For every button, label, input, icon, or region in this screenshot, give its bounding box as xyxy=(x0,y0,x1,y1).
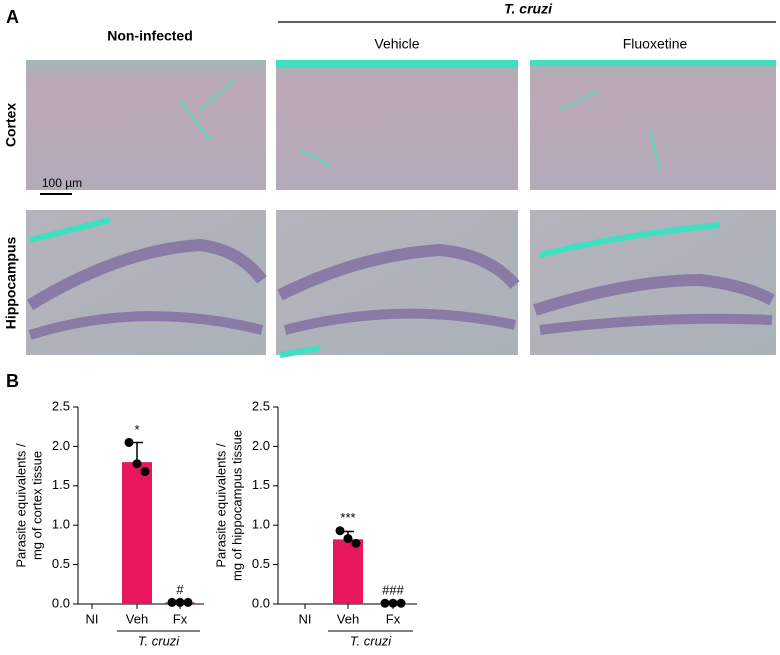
x-tick-label: Veh xyxy=(337,611,359,626)
y-axis-label: mg of cortex tissue xyxy=(29,451,44,560)
data-point xyxy=(380,598,390,608)
x-tick-label: Veh xyxy=(126,611,148,626)
bar xyxy=(333,539,363,604)
data-point xyxy=(132,459,142,469)
y-tick-label: 2.0 xyxy=(52,438,70,453)
group-label: T. cruzi xyxy=(138,633,181,648)
vessel xyxy=(29,217,721,358)
y-tick-label: 2.5 xyxy=(252,398,270,413)
dentate-gyrus xyxy=(28,311,264,340)
dentate-gyrus xyxy=(277,243,520,301)
dentate-gyrus xyxy=(533,273,775,316)
y-axis-label: Parasite equivalents / xyxy=(13,443,28,568)
data-point xyxy=(175,597,185,607)
y-tick-label: 0.0 xyxy=(252,595,270,610)
data-point xyxy=(183,597,193,607)
dentate-gyrus xyxy=(26,238,267,311)
micrograph xyxy=(276,60,518,190)
data-point xyxy=(396,598,406,608)
column-header: Vehicle xyxy=(374,36,419,52)
data-point xyxy=(124,437,134,447)
annotation: ### xyxy=(382,583,404,598)
panel-label: B xyxy=(6,371,19,391)
y-tick-label: 0.5 xyxy=(52,556,70,571)
scale-bar-label: 100 µm xyxy=(42,176,82,190)
micrograph xyxy=(26,60,266,190)
y-tick-label: 2.0 xyxy=(252,438,270,453)
annotation: *** xyxy=(340,510,355,525)
vessel xyxy=(179,79,661,171)
y-axis-label: Parasite equivalents / xyxy=(213,443,228,568)
data-point xyxy=(343,534,353,544)
error-bar xyxy=(131,441,143,463)
dentate-gyrus xyxy=(539,313,773,335)
data-point xyxy=(140,467,150,477)
annotation: # xyxy=(176,582,184,597)
panel-label: A xyxy=(6,7,19,27)
y-tick-label: 0.0 xyxy=(52,595,70,610)
x-tick-label: Fx xyxy=(386,611,401,626)
tissue-edge xyxy=(276,60,518,68)
tissue-edge xyxy=(530,60,776,66)
y-tick-label: 2.5 xyxy=(52,398,70,413)
data-point xyxy=(335,526,345,536)
data-point xyxy=(388,598,398,608)
y-axis-label: mg of hippocampus tissue xyxy=(229,430,244,581)
y-tick-label: 0.5 xyxy=(252,556,270,571)
bar xyxy=(122,462,152,604)
group-label: T. cruzi xyxy=(350,633,393,648)
micrograph xyxy=(530,60,776,190)
x-tick-label: NI xyxy=(86,611,99,626)
y-tick-label: 1.5 xyxy=(52,477,70,492)
row-header: Hippocampus xyxy=(3,237,19,330)
row-header: Cortex xyxy=(3,103,19,148)
x-tick-label: Fx xyxy=(173,611,188,626)
annotation: * xyxy=(134,422,139,437)
column-header: Fluoxetine xyxy=(623,36,688,52)
group-header: T. cruzi xyxy=(504,1,553,17)
micrographs xyxy=(26,60,776,358)
data-point xyxy=(167,597,177,607)
y-tick-label: 1.0 xyxy=(252,517,270,532)
x-tick-label: NI xyxy=(299,611,312,626)
y-tick-label: 1.5 xyxy=(252,477,270,492)
y-tick-label: 1.0 xyxy=(52,517,70,532)
column-header: Non-infected xyxy=(107,28,193,44)
dentate-gyrus xyxy=(283,308,517,335)
data-point xyxy=(351,538,361,548)
